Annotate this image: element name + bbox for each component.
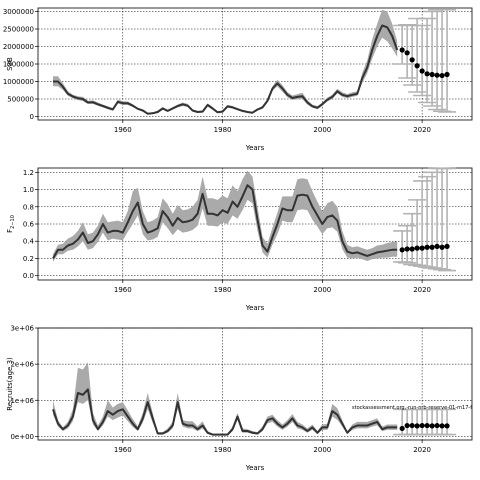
f-forecast-point-2021 <box>424 244 430 250</box>
ssb-estimate-line <box>53 24 399 115</box>
recruits-ytick-label-0: 0e+00 <box>10 433 34 441</box>
ssb-ytick-label-6: 3000000 <box>3 8 34 16</box>
f-ytick-label-0: 0.0 <box>23 272 34 280</box>
f-forecast-point-2025 <box>444 243 450 249</box>
f-forecast-point-2022 <box>429 244 435 250</box>
recruits-forecast-point-2020 <box>419 422 425 429</box>
recruits-xtick-label-1960: 1960 <box>114 446 132 454</box>
ssb-panel: 1960 1980 2000 2020 0 500000 1000000 1500000 20… <box>3 7 473 152</box>
ssb-forecast-point-2024 <box>439 72 445 79</box>
f-ytick-label-1: 0.2 <box>23 255 34 263</box>
f-ytick-label-2: 0.4 <box>23 238 35 246</box>
recruits-ylabel: Recruits(age 3) <box>6 357 14 411</box>
f-forecast-point-2016 <box>399 247 405 253</box>
f-xtick-label-1960: 1960 <box>114 286 132 294</box>
f-forecast-point-2018 <box>409 246 415 252</box>
f-ytick-label-3: 0.6 <box>23 221 35 229</box>
fishing-mortality-panel: 1960 1980 2000 2020 0.0 0.2 0.4 0.6 0.8 1.0 1.2 Y… <box>6 167 473 312</box>
ssb-forecast-point-2025 <box>444 71 450 78</box>
f-ytick-label-5: 1.0 <box>23 186 34 194</box>
recruits-forecast-point-2023 <box>434 422 440 429</box>
ssb-ytick-label-3: 1500000 <box>3 61 34 69</box>
f-xtick-label-2000: 2000 <box>313 286 331 294</box>
ssb-forecast-point-2022 <box>429 71 435 78</box>
recruits-forecast-point-2022 <box>429 423 435 429</box>
recruits-forecast-point-2024 <box>439 423 445 429</box>
ssb-xtick-label-1960: 1960 <box>114 126 132 134</box>
ssb-ylabel: SSB <box>6 57 14 71</box>
f-forecast-point-2017 <box>404 246 410 252</box>
f-forecast-point-2024 <box>439 244 445 250</box>
recruits-ytick-label-3: 3e+06 <box>10 325 34 333</box>
f-ytick-label-6: 1.2 <box>23 169 34 177</box>
ssb-forecast-point-2019 <box>414 63 420 69</box>
recruits-forecast-point-2018 <box>409 422 415 429</box>
recruits-forecast-point-2019 <box>414 423 420 429</box>
ssb-forecast-point-2018 <box>409 57 415 63</box>
f-forecast-point-2019 <box>414 245 420 251</box>
ssb-forecast-point-2020 <box>419 68 425 74</box>
f-ytick-label-4: 0.8 <box>23 203 34 211</box>
recruits-xtick-label-2000: 2000 <box>313 446 331 454</box>
f-xtick-label-1980: 1980 <box>214 286 232 294</box>
ssb-forecast-point-2023 <box>434 72 440 78</box>
f-forecast-point-2020 <box>419 245 425 251</box>
ssb-ytick-label-4: 2000000 <box>3 43 34 51</box>
ssb-forecast-point-2016 <box>399 47 405 53</box>
f-xlabel: Years <box>245 304 265 312</box>
ssb-xlabel: Years <box>245 144 265 152</box>
f-estimate-line <box>52 184 398 259</box>
recruitment-panel: 1960 1980 2000 2020 0e+00 1e+06 2e+06 3e+06 st… <box>6 325 473 472</box>
ssb-ytick-label-2: 1000000 <box>3 78 34 86</box>
recruits-forecast-point-2021 <box>424 422 430 429</box>
ssb-forecast-point-2021 <box>424 71 430 77</box>
recruits-forecast-point-2025 <box>444 423 450 429</box>
ssb-confidence-band <box>53 9 398 115</box>
ssb-xtick-label-2020: 2020 <box>413 126 431 134</box>
recruits-ytick-label-2: 2e+06 <box>10 361 34 369</box>
f-ylabel: F2−10 <box>6 215 16 233</box>
ssb-xtick-label-2000: 2000 <box>313 126 331 134</box>
recruits-estimate-line <box>52 388 398 436</box>
ssb-ytick-label-5: 2500000 <box>3 26 34 34</box>
f-forecast-point-2023 <box>434 243 440 249</box>
source-annotation: stockassessment.org,-run-nrb-reserve-01-… <box>352 405 472 411</box>
ssb-xtick-label-1980: 1980 <box>214 126 232 134</box>
recruits-ytick-label-1: 1e+06 <box>10 397 34 405</box>
recruits-xtick-label-1980: 1980 <box>214 446 232 454</box>
recruits-xtick-label-2020: 2020 <box>413 446 431 454</box>
f-ylabel-subscript: 2−10 <box>10 215 16 229</box>
ssb-ytick-label-1: 500000 <box>7 96 34 104</box>
ssb-ytick-label-0: 0 <box>30 113 34 121</box>
f-xtick-label-2020: 2020 <box>413 286 431 294</box>
f-confidence-band <box>53 170 398 262</box>
ssb-forecast-point-2017 <box>404 50 410 56</box>
recruits-xlabel: Years <box>245 464 265 472</box>
recruits-forecast-point-2016 <box>399 425 405 432</box>
recruits-confidence-band <box>53 362 398 436</box>
recruits-forecast-point-2017 <box>404 422 410 429</box>
